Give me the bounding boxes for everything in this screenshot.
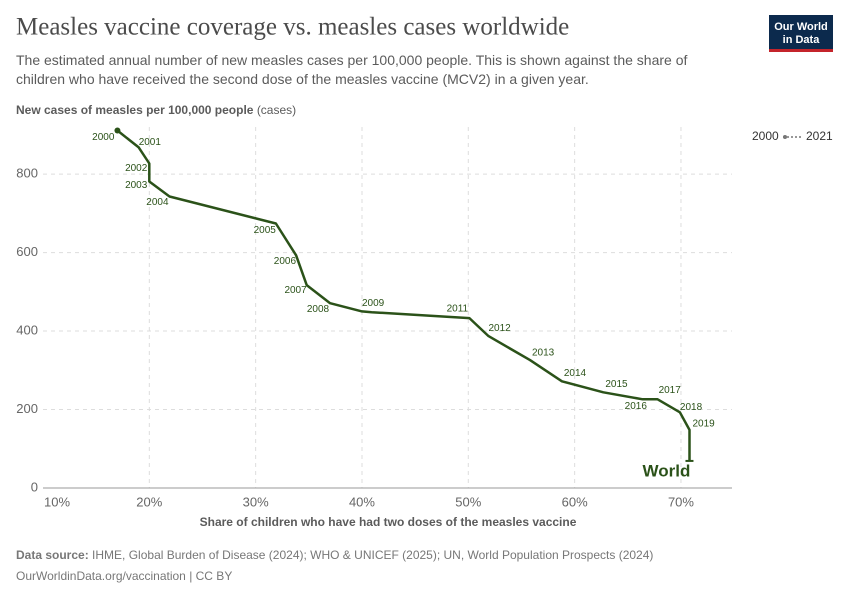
point-label: 2019 xyxy=(692,419,715,430)
point-label: 2009 xyxy=(362,298,385,309)
x-tick-label: 30% xyxy=(243,494,269,509)
y-unit: (cases) xyxy=(257,103,296,117)
y-axis-label: New cases of measles per 100,000 people … xyxy=(16,103,296,117)
footer: OurWorldinData.org/vaccination | CC BY xyxy=(16,569,232,583)
point-label: 2001 xyxy=(139,137,162,148)
point-label: 2013 xyxy=(532,348,555,359)
source-text: IHME, Global Burden of Disease (2024); W… xyxy=(92,548,653,562)
legend-start: 2000 xyxy=(752,129,779,143)
y-tick-label: 600 xyxy=(16,244,38,259)
logo-text: Our World xyxy=(774,21,828,33)
point-label: 2006 xyxy=(274,256,297,267)
x-tick-label: 10% xyxy=(44,494,70,509)
subtitle: The estimated annual number of new measl… xyxy=(16,52,688,87)
point-label: 2014 xyxy=(564,368,587,379)
point-label: 2008 xyxy=(307,304,330,315)
x-axis-label: Share of children who have had two doses… xyxy=(200,515,577,529)
point-label: 2007 xyxy=(284,285,307,296)
subtitle-box: The estimated annual number of new measl… xyxy=(16,52,688,87)
point-label: 2004 xyxy=(146,197,169,208)
point-label: 2017 xyxy=(659,385,682,396)
chart-title: Measles vaccine coverage vs. measles cas… xyxy=(16,14,569,41)
series-label: World xyxy=(643,461,691,480)
start-point xyxy=(114,127,121,134)
point-label: 2000 xyxy=(92,132,115,143)
legend-dot xyxy=(783,135,787,139)
point-label: 2005 xyxy=(254,225,277,236)
point-label: 2002 xyxy=(125,163,148,174)
series-line xyxy=(116,129,691,461)
logo-text: in Data xyxy=(783,34,821,46)
y-tick-label: 200 xyxy=(16,401,38,416)
y-label: New cases of measles per 100,000 people xyxy=(16,103,254,117)
point-label: 2018 xyxy=(680,402,703,413)
x-tick-label: 20% xyxy=(136,494,162,509)
point-label: 2016 xyxy=(625,401,648,412)
source: Data source: IHME, Global Burden of Dise… xyxy=(16,548,653,562)
point-label: 2011 xyxy=(447,304,469,315)
x-tick-label: 50% xyxy=(455,494,481,509)
x-tick-label: 60% xyxy=(562,494,588,509)
point-label: 2003 xyxy=(125,180,148,191)
x-tick-label: 40% xyxy=(349,494,375,509)
logo-stripe xyxy=(769,49,833,52)
point-label: 2012 xyxy=(489,323,512,334)
y-tick-label: 400 xyxy=(16,322,38,337)
point-label: 2015 xyxy=(605,379,628,390)
x-tick-label: 70% xyxy=(668,494,694,509)
legend-end: 2021 xyxy=(806,129,833,143)
logo-box xyxy=(769,15,833,52)
y-tick-label: 0 xyxy=(31,479,38,494)
source-label: Data source: xyxy=(16,548,89,562)
y-tick-label: 800 xyxy=(16,166,38,181)
